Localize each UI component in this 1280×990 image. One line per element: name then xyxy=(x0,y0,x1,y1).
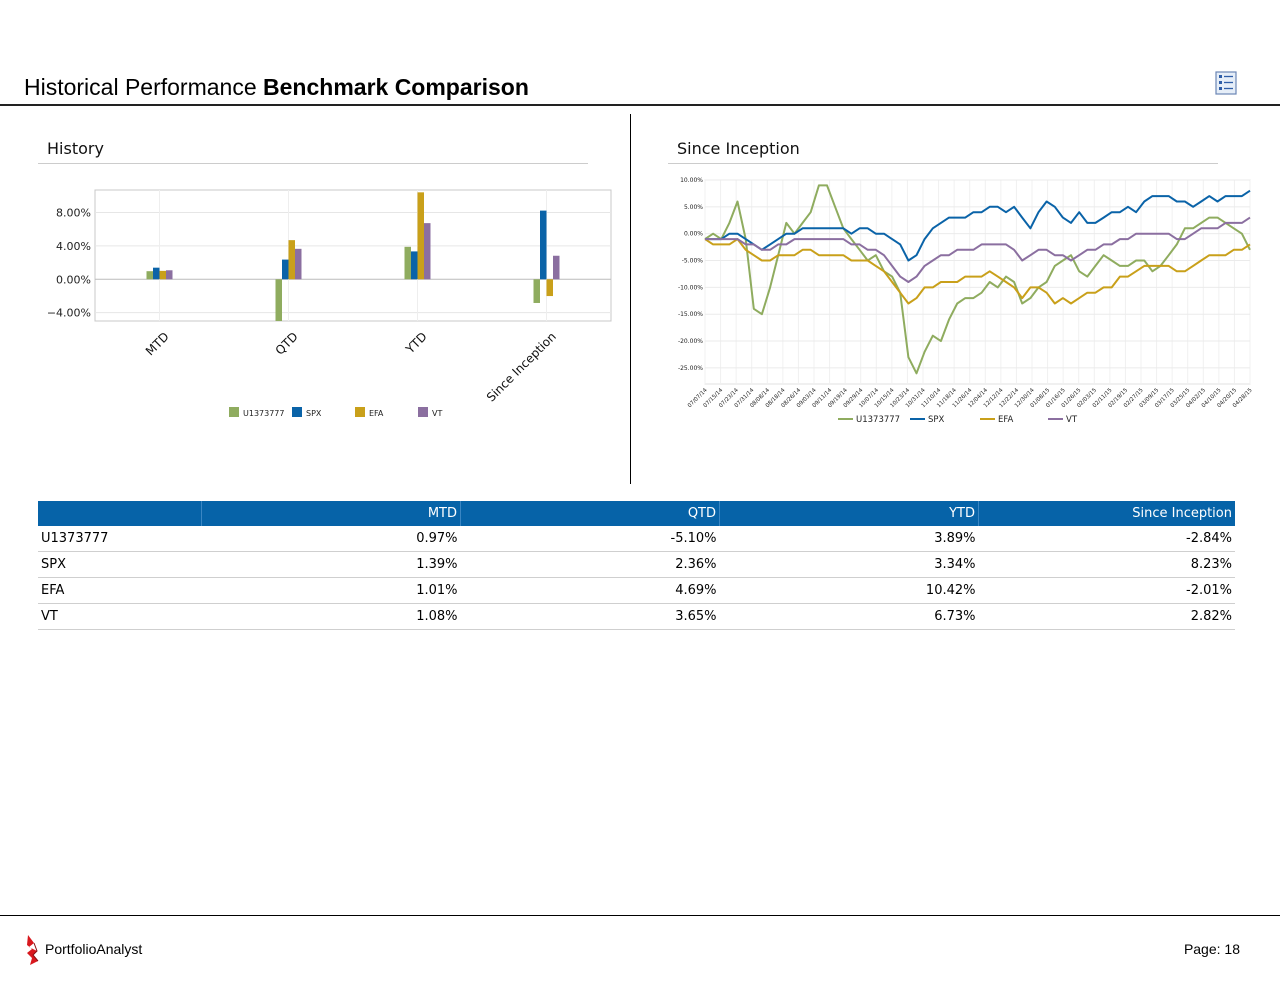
history-bar-chart: 8.00% 4.00% 0.00% −4.00% MTD QTD YTD Since Ince… xyxy=(47,189,612,418)
table-cell: 1.01% xyxy=(201,577,461,604)
bar xyxy=(411,251,418,280)
series-line xyxy=(705,216,1251,283)
legend-label: SPX xyxy=(928,415,945,425)
x-tick-label: Since Inception xyxy=(484,329,559,404)
bar xyxy=(533,279,540,303)
legend-label: U1373777 xyxy=(856,415,900,425)
bar xyxy=(282,259,289,280)
table-cell: 3.34% xyxy=(719,551,979,578)
table-cell: VT xyxy=(38,603,202,630)
plot-area xyxy=(94,189,612,322)
history-panel-rule xyxy=(38,163,588,164)
table-header-cell: YTD xyxy=(719,501,979,526)
bar xyxy=(275,279,282,321)
panel-divider xyxy=(630,114,631,484)
y-tick-label: −4.00% xyxy=(47,307,91,320)
bar xyxy=(553,255,560,280)
legend-swatch xyxy=(229,407,239,417)
legend-label: EFA xyxy=(369,409,384,418)
portfolioanalyst-logo xyxy=(27,935,39,965)
y-tick-label: 8.00% xyxy=(56,207,91,220)
report-icon[interactable] xyxy=(1215,71,1237,95)
legend-swatch xyxy=(418,407,428,417)
page-title-bold: Benchmark Comparison xyxy=(263,74,529,100)
y-tick-label: 4.00% xyxy=(56,240,91,253)
y-tick-label: -5.00% xyxy=(682,258,704,265)
footer-brand: PortfolioAnalyst xyxy=(45,941,143,957)
legend-swatch xyxy=(355,407,365,417)
table-cell: EFA xyxy=(38,577,202,604)
inception-line-chart: 07/07/1407/15/1407/23/1407/31/1408/08/14… xyxy=(678,177,1254,425)
table-header-cell: Since Inception xyxy=(978,501,1235,526)
bar xyxy=(417,192,424,280)
table-cell: 8.23% xyxy=(978,551,1235,578)
legend-label: U1373777 xyxy=(243,409,284,418)
table-cell: -2.01% xyxy=(978,577,1235,604)
bar xyxy=(404,246,411,280)
inception-panel-rule xyxy=(668,163,1218,164)
x-tick-label: MTD xyxy=(143,329,172,358)
plot-area xyxy=(704,179,1251,385)
table-cell: 6.73% xyxy=(719,603,979,630)
bar xyxy=(288,240,295,280)
table-cell: -5.10% xyxy=(460,526,720,552)
table-row: VT 1.08% 3.65% 6.73% 2.82% xyxy=(38,603,1235,630)
table-cell: 4.69% xyxy=(460,577,720,604)
performance-table: MTD QTD YTD Since Inception U1373777 0.9… xyxy=(38,501,1235,630)
series-line xyxy=(704,238,1251,305)
table-row: SPX 1.39% 2.36% 3.34% 8.23% xyxy=(38,551,1235,578)
table-cell: 10.42% xyxy=(719,577,979,604)
table-cell: 1.39% xyxy=(201,551,461,578)
table-cell: SPX xyxy=(38,551,202,578)
x-tick-label: YTD xyxy=(402,329,430,357)
table-cell: -2.84% xyxy=(978,526,1235,552)
page-number: Page: 18 xyxy=(1183,941,1240,957)
y-tick-label: -20.00% xyxy=(678,338,703,345)
table-header-cell: QTD xyxy=(460,501,720,526)
legend-label: VT xyxy=(1066,415,1078,425)
bar xyxy=(540,210,547,280)
table-cell: 3.89% xyxy=(719,526,979,552)
legend-label: VT xyxy=(432,409,442,418)
bar xyxy=(159,270,166,280)
table-header-cell xyxy=(38,501,202,526)
table-header-cell: MTD xyxy=(201,501,461,526)
bar xyxy=(146,271,153,280)
y-tick-label: -10.00% xyxy=(678,284,703,291)
bar xyxy=(546,279,553,297)
table-cell: U1373777 xyxy=(38,526,202,552)
y-tick-label: 5.00% xyxy=(684,204,703,211)
table-header-row: MTD QTD YTD Since Inception xyxy=(38,501,1235,526)
inception-panel-title: Since Inception xyxy=(677,139,800,158)
table-cell: 3.65% xyxy=(460,603,720,630)
table-row: EFA 1.01% 4.69% 10.42% -2.01% xyxy=(38,577,1235,604)
page-title: Historical Performance Benchmark Compari… xyxy=(24,74,529,101)
history-panel-title: History xyxy=(47,139,104,158)
table-row: U1373777 0.97% -5.10% 3.89% -2.84% xyxy=(38,526,1235,552)
bar xyxy=(424,223,431,280)
footer-divider xyxy=(0,915,1280,916)
table-cell: 0.97% xyxy=(201,526,461,552)
y-tick-label: 0.00% xyxy=(684,231,703,238)
bar xyxy=(153,267,160,280)
page-title-light: Historical Performance xyxy=(24,74,257,100)
table-cell: 2.82% xyxy=(978,603,1235,630)
legend-label: EFA xyxy=(998,415,1013,425)
y-tick-label: 0.00% xyxy=(56,273,91,286)
title-divider xyxy=(0,104,1280,106)
table-cell: 1.08% xyxy=(201,603,461,630)
legend-swatch xyxy=(292,407,302,417)
y-tick-label: 10.00% xyxy=(680,177,703,184)
series-line xyxy=(705,189,1251,262)
legend-label: SPX xyxy=(306,409,322,418)
y-tick-label: -15.00% xyxy=(678,311,703,318)
table-cell: 2.36% xyxy=(460,551,720,578)
x-tick-label: QTD xyxy=(273,329,301,357)
bar xyxy=(166,270,173,280)
bar xyxy=(295,248,302,280)
y-tick-label: -25.00% xyxy=(678,365,703,372)
